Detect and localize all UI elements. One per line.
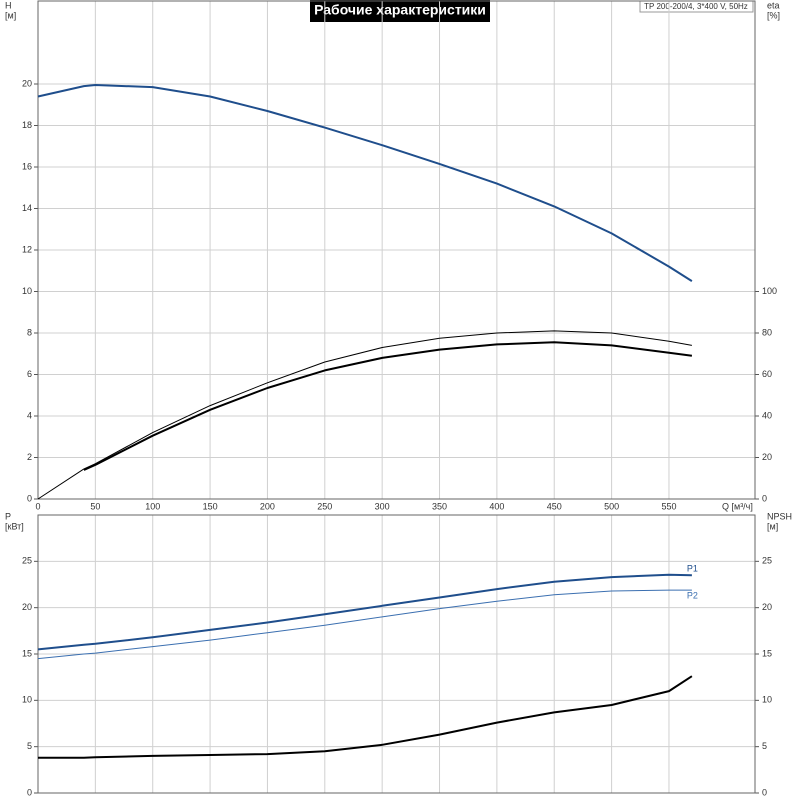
curve	[37, 589, 692, 660]
x-label: Q [м³/ч]	[722, 501, 753, 511]
y-tick-label: 10	[22, 695, 32, 705]
x-tick-label: 100	[145, 501, 160, 511]
x-tick-label: 500	[604, 501, 619, 511]
y-tick-label: 5	[27, 741, 32, 751]
y2-tick-label: 100	[762, 286, 777, 296]
plot-frame	[37, 514, 756, 794]
x-tick-label: 550	[661, 501, 676, 511]
y-label-unit: [кВт]	[5, 521, 24, 531]
y2-tick-label: 60	[762, 369, 772, 379]
y-tick-label: 14	[22, 203, 32, 213]
y-tick-label: 16	[22, 161, 32, 171]
y-tick-label: 12	[22, 244, 32, 254]
y2-label-unit: [м]	[767, 521, 778, 531]
x-tick-label: 0	[35, 501, 40, 511]
y-label: P	[5, 511, 11, 521]
curve	[83, 341, 693, 471]
chart-title: Рабочие характеристики	[314, 2, 486, 18]
x-tick-label: 250	[317, 501, 332, 511]
title-box	[310, 0, 490, 22]
y-tick-label: 20	[22, 602, 32, 612]
y2-tick-label: 20	[762, 452, 772, 462]
y-tick-label: 0	[27, 493, 32, 503]
y-tick-label: 8	[27, 327, 32, 337]
x-tick-label: 50	[90, 501, 100, 511]
y2-tick-label: 15	[762, 648, 772, 658]
x-tick-label: 150	[203, 501, 218, 511]
y2-tick-label: 40	[762, 410, 772, 420]
curve	[38, 675, 693, 759]
y-tick-label: 10	[22, 286, 32, 296]
y-tick-label: 20	[22, 78, 32, 88]
y-tick-label: 15	[22, 648, 32, 658]
curve	[37, 573, 692, 651]
curve	[37, 330, 692, 500]
y2-tick-label: 25	[762, 556, 772, 566]
annotation: TP 200-200/4, 3*400 V, 50Hz	[644, 2, 748, 11]
series-label: P1	[687, 564, 698, 574]
x-tick-label: 350	[432, 501, 447, 511]
x-tick-label: 200	[260, 501, 275, 511]
y-tick-label: 18	[22, 120, 32, 130]
y-tick-label: 4	[27, 410, 32, 420]
x-tick-label: 300	[375, 501, 390, 511]
y2-label-unit: [%]	[767, 10, 780, 20]
y-tick-label: 6	[27, 369, 32, 379]
y-tick-label: 0	[27, 787, 32, 797]
y-tick-label: 2	[27, 452, 32, 462]
x-tick-label: 450	[547, 501, 562, 511]
y-label-unit: [м]	[5, 10, 16, 20]
y-tick-label: 25	[22, 556, 32, 566]
y-label: H	[5, 0, 12, 10]
plot-frame	[37, 0, 756, 500]
y2-label: NPSH	[767, 511, 792, 521]
curve	[37, 84, 693, 282]
y2-tick-label: 10	[762, 695, 772, 705]
series-label: P2	[687, 590, 698, 600]
y2-tick-label: 20	[762, 602, 772, 612]
y2-tick-label: 80	[762, 327, 772, 337]
y2-label: eta	[767, 0, 780, 10]
y2-tick-label: 5	[762, 741, 767, 751]
y2-tick-label: 0	[762, 493, 767, 503]
y2-tick-label: 0	[762, 787, 767, 797]
x-tick-label: 400	[489, 501, 504, 511]
